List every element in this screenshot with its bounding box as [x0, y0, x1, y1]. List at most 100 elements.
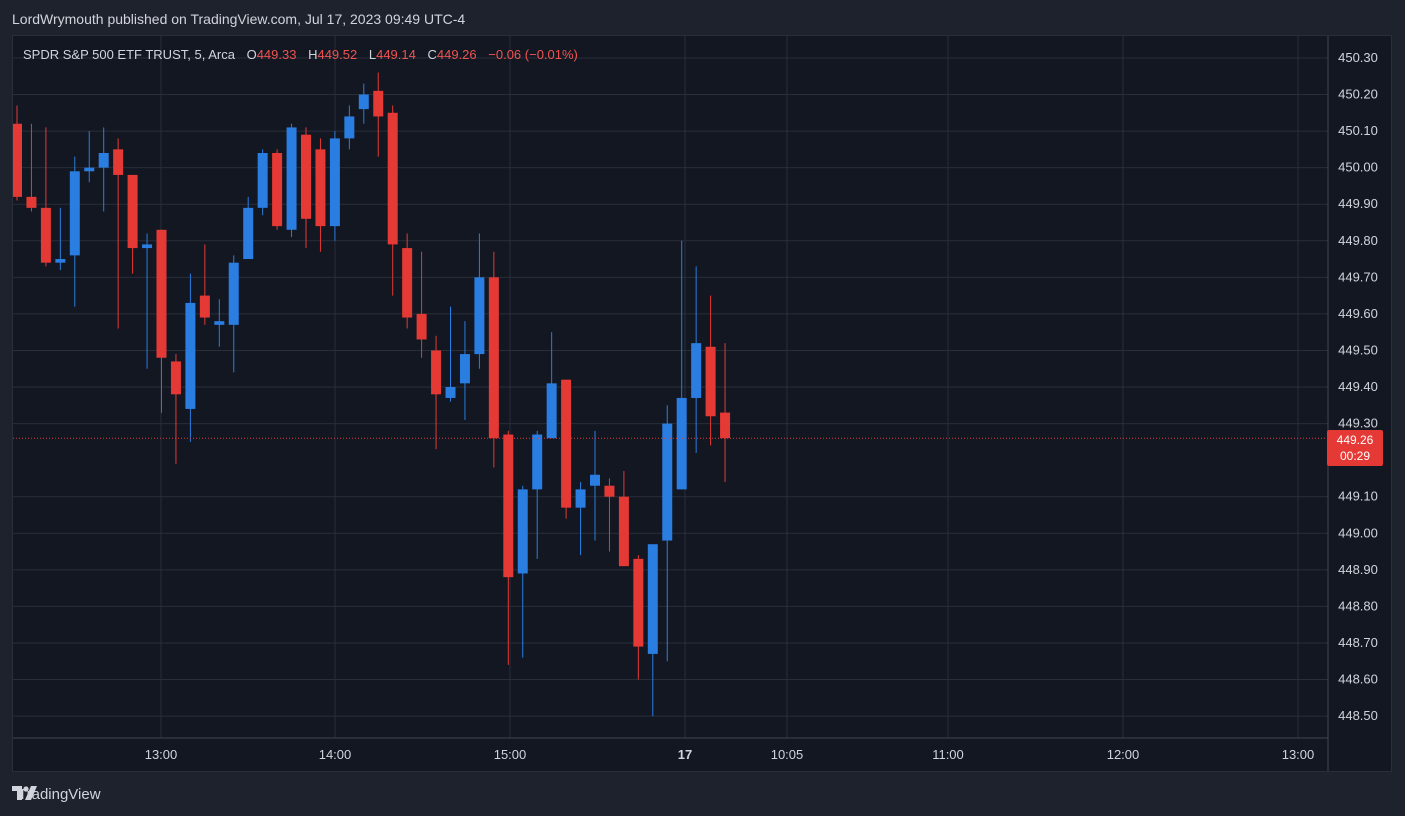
price-tick-label: 450.30: [1338, 50, 1378, 65]
close-label: C: [427, 47, 437, 62]
chart-panel[interactable]: 450.30 450.20 450.10 450.00 449.90 449.80 449.…: [12, 35, 1392, 772]
time-tick-label: 14:00: [319, 747, 352, 762]
bar-countdown: 00:29: [1339, 449, 1371, 464]
high-label: H: [308, 47, 318, 62]
candle-body: [387, 112, 398, 245]
candle: [387, 105, 398, 296]
candle: [373, 72, 384, 157]
open-value: 449.33: [256, 47, 297, 62]
candle-body: [676, 397, 687, 490]
brand-name: TradingView: [18, 786, 101, 803]
price-tick-label: 449.50: [1338, 342, 1378, 357]
candle-body: [84, 167, 95, 172]
candle-body: [720, 412, 731, 439]
candle: [127, 174, 138, 274]
candle: [517, 485, 528, 658]
candle-body: [633, 558, 644, 647]
price-tick-label: 449.40: [1338, 379, 1378, 394]
candle: [142, 233, 153, 369]
candle-body: [561, 379, 572, 508]
low-value: 449.14: [376, 47, 416, 62]
symbol-name: SPDR S&P 500 ETF TRUST, 5, Arca: [23, 47, 235, 62]
price-tick-label: 450.00: [1338, 160, 1378, 175]
candle: [705, 295, 716, 446]
candle-body: [142, 244, 153, 249]
candle: [662, 405, 673, 662]
candle: [416, 251, 427, 358]
candle-body: [358, 94, 369, 110]
candle-body: [315, 149, 326, 227]
time-tick-label: 10:05: [771, 747, 804, 762]
candle: [344, 105, 355, 150]
price-tick-label: 448.90: [1338, 562, 1378, 577]
candle: [315, 138, 326, 252]
candle-body: [26, 196, 37, 208]
candle: [69, 156, 80, 307]
candle: [40, 127, 51, 267]
candle-body: [113, 149, 124, 175]
candle: [228, 255, 239, 373]
ohlc-legend: SPDR S&P 500 ETF TRUST, 5, Arca O449.33 …: [23, 47, 578, 62]
time-tick-label: 13:00: [145, 747, 178, 762]
price-tick-label: 448.50: [1338, 708, 1378, 723]
candle-body: [474, 277, 485, 355]
price-tick-label: 449.70: [1338, 269, 1378, 284]
candle-body: [185, 302, 196, 409]
candle: [691, 266, 702, 453]
candle: [214, 299, 225, 347]
candle: [185, 273, 196, 442]
candle: [459, 321, 470, 420]
candle-body: [199, 295, 210, 318]
candle: [676, 240, 687, 490]
candle-body: [517, 489, 528, 574]
candles: [13, 72, 1328, 717]
candle-body: [156, 229, 167, 358]
candle: [199, 244, 210, 325]
last-price-value: 449.26: [1336, 433, 1374, 448]
candle: [633, 555, 644, 680]
candle: [604, 478, 615, 552]
candle: [13, 105, 22, 201]
candle-body: [546, 383, 557, 439]
footer-brand[interactable]: TradingView: [12, 786, 101, 803]
candle-body: [503, 434, 514, 578]
candle: [286, 123, 297, 238]
price-tick-label: 448.80: [1338, 598, 1378, 613]
candle: [488, 251, 499, 468]
candle-body: [272, 153, 283, 227]
open-label: O: [246, 47, 257, 62]
candle: [618, 471, 629, 567]
candle-body: [127, 174, 138, 249]
candle: [402, 233, 413, 329]
candle-body: [459, 354, 470, 384]
candle-body: [170, 361, 181, 395]
candle: [445, 306, 456, 402]
candle-body: [431, 350, 442, 395]
candle: [532, 430, 543, 559]
candle: [720, 343, 731, 483]
high-value: 449.52: [317, 47, 358, 62]
candle: [329, 131, 340, 241]
price-tick-label: 450.10: [1338, 123, 1378, 138]
candlestick-chart[interactable]: 450.30 450.20 450.10 450.00 449.90 449.80 449.…: [13, 36, 1392, 772]
candle: [590, 430, 600, 541]
grid-lines: [13, 36, 1328, 738]
candle-body: [488, 277, 499, 439]
candle: [272, 149, 283, 230]
low-label: L: [368, 47, 377, 62]
candle-body: [647, 544, 658, 654]
candle: [546, 332, 557, 439]
candle-body: [705, 346, 716, 417]
last-price-tag: 449.26 00:29: [1327, 430, 1383, 467]
candle-body: [416, 313, 427, 340]
candle: [98, 127, 109, 212]
candle: [575, 482, 586, 556]
candle: [55, 207, 66, 270]
time-tick-label: 17: [678, 747, 692, 762]
candle-body: [286, 127, 297, 230]
candle: [301, 127, 311, 249]
candle-body: [243, 207, 254, 260]
candle-body: [575, 489, 586, 508]
candle-body: [98, 153, 109, 168]
candle-body: [618, 496, 629, 567]
